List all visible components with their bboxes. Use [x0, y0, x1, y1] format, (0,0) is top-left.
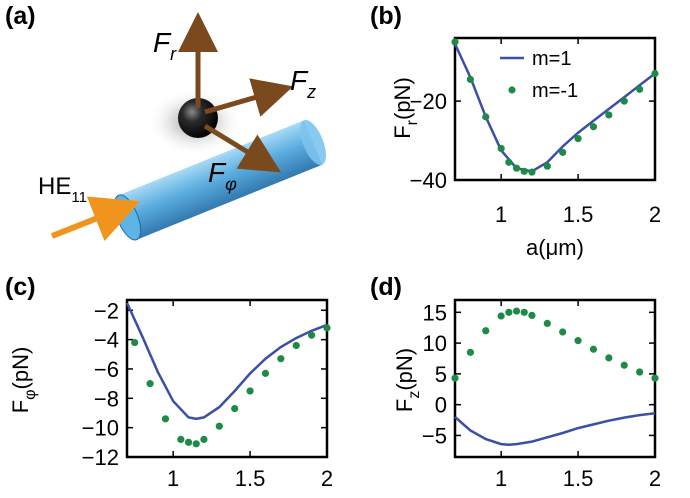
data-point-c — [246, 387, 254, 395]
y-tick-label: 0 — [435, 393, 447, 418]
plot-frame-c — [125, 298, 329, 459]
data-point-d — [466, 348, 474, 356]
y-tick-label: −12 — [82, 445, 119, 470]
x-tick-label: 1 — [495, 466, 507, 491]
y-tick-label: −4 — [94, 328, 119, 353]
y-tick-label: −5 — [422, 423, 447, 448]
series-line-d — [454, 412, 656, 446]
chart-panel-c: 1 1.5 2 −2 −4 −6 −8 −10 −12 Fφ(pN) — [8, 298, 333, 491]
x-axis-label-b: a(μm) — [526, 235, 584, 260]
data-point-b — [636, 85, 644, 93]
data-point-d — [620, 361, 628, 369]
data-point-d — [505, 308, 513, 316]
data-point-d — [605, 354, 613, 362]
data-point-b — [512, 164, 521, 172]
data-point-c — [131, 338, 139, 347]
data-point-c — [146, 380, 154, 388]
plot-frame-b — [453, 36, 657, 182]
y-tick-label: −10 — [82, 416, 119, 441]
y-tick-label: −40 — [410, 168, 447, 193]
y-tick-label: −6 — [94, 357, 119, 382]
data-point-b — [620, 97, 628, 105]
y-axis-label-c: Fφ(pN) — [8, 347, 39, 414]
panel-label-a: (a) — [5, 2, 36, 30]
data-point-d — [574, 337, 582, 345]
panel-label-c: (c) — [5, 273, 36, 301]
x-tick-label: 1.5 — [563, 202, 594, 227]
x-tick-label: 1 — [167, 466, 179, 491]
chart-panel-b: 1 1.5 2 −20 −40 Fr(pN) a(μm) m=1 m=-1 — [390, 36, 661, 260]
data-point-b — [559, 148, 567, 156]
data-point-d — [512, 307, 521, 315]
data-point-d — [543, 319, 551, 327]
y-tick-label: −2 — [94, 298, 119, 323]
data-point-b — [451, 38, 459, 46]
x-tick-label: 2 — [649, 466, 661, 491]
data-point-c — [323, 324, 331, 332]
y-axis-label-d: Fz(pN) — [392, 348, 423, 412]
data-point-c — [215, 422, 223, 430]
data-point-d — [651, 374, 659, 382]
x-tick-label: 2 — [321, 466, 333, 491]
data-point-d — [520, 308, 528, 316]
beam-arrow — [50, 196, 141, 242]
data-point-d — [482, 327, 490, 335]
data-point-b — [482, 113, 490, 121]
y-tick-label: 15 — [423, 300, 447, 325]
panel-label-b: (b) — [370, 2, 402, 30]
data-point-c — [308, 331, 316, 339]
force-z-arrow — [204, 78, 294, 117]
data-point-c — [192, 440, 200, 448]
data-point-b — [497, 144, 505, 153]
data-point-c — [292, 341, 300, 350]
data-point-c — [261, 369, 270, 377]
panel-label-d: (d) — [370, 273, 402, 301]
data-point-c — [200, 435, 208, 443]
data-point-c — [161, 415, 170, 423]
data-point-c — [231, 404, 239, 413]
y-tick-label: 10 — [423, 331, 447, 356]
data-point-b — [543, 162, 551, 170]
x-tick-label: 1.5 — [563, 466, 594, 491]
x-tick-label: 1.5 — [235, 466, 266, 491]
data-point-b — [466, 75, 474, 84]
force-r-label: Fr — [153, 27, 177, 64]
data-point-b — [520, 167, 528, 175]
legend-label: m=1 — [532, 48, 571, 70]
x-tick-label: 2 — [649, 202, 661, 227]
data-point-c — [277, 355, 285, 363]
data-point-d — [497, 312, 505, 320]
schematic: Fr Fz Fφ HE11 — [38, 12, 327, 242]
legend-dot-swatch — [508, 86, 516, 94]
y-tick-label: −20 — [410, 89, 447, 114]
series-line-c — [125, 302, 328, 421]
data-point-d — [528, 311, 536, 319]
data-point-d — [636, 368, 644, 376]
data-point-b — [605, 111, 613, 119]
y-axis-label-b: Fr(pN) — [390, 77, 421, 139]
mode-label: HE11 — [38, 173, 87, 206]
data-point-d — [589, 345, 598, 353]
plot-frame-d — [453, 298, 657, 459]
data-point-c — [177, 435, 185, 443]
force-phi-arrow — [203, 123, 282, 173]
y-tick-label: −8 — [94, 386, 119, 411]
data-point-b — [589, 123, 598, 131]
x-tick-label: 1 — [495, 202, 507, 227]
data-point-d — [451, 374, 459, 382]
chart-panel-d: 1 1.5 2 15 10 5 0 −5 Fz(pN) — [392, 298, 661, 491]
data-point-b — [651, 69, 659, 78]
y-tick-label: 5 — [435, 362, 447, 387]
data-point-b — [528, 168, 536, 176]
data-point-c — [184, 438, 193, 446]
force-z-label: Fz — [290, 65, 316, 102]
force-phi-label: Fφ — [208, 157, 237, 194]
data-point-b — [574, 134, 582, 143]
data-point-b — [505, 158, 513, 166]
data-point-d — [559, 328, 567, 336]
legend-label: m=-1 — [532, 80, 578, 102]
